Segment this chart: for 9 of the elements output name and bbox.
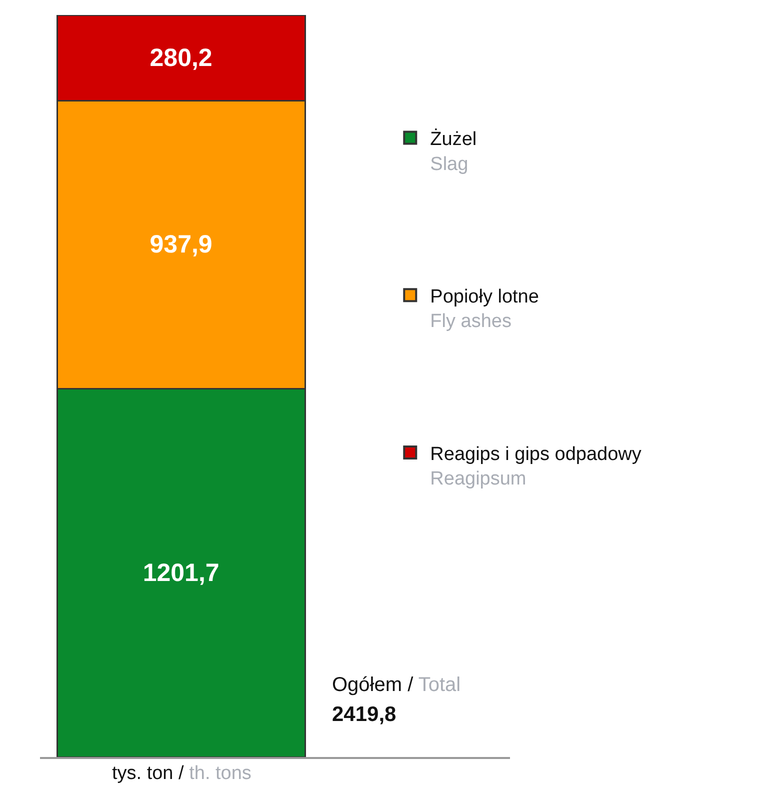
data-label: 280,2	[150, 44, 212, 72]
legend-label: Żużel Slag	[430, 128, 477, 175]
legend-label: Reagips i gips odpadowy Reagipsum	[430, 444, 642, 490]
text: Ogółem / Total	[332, 674, 461, 696]
data-label: 937,9	[150, 230, 212, 259]
x-axis-title: tys. ton / th. tons	[112, 763, 252, 784]
legend-label: Popioły lotne Fly ashes	[430, 286, 539, 332]
data-label: 1201,7	[142, 558, 220, 587]
total-label: 2419,8	[332, 703, 397, 726]
